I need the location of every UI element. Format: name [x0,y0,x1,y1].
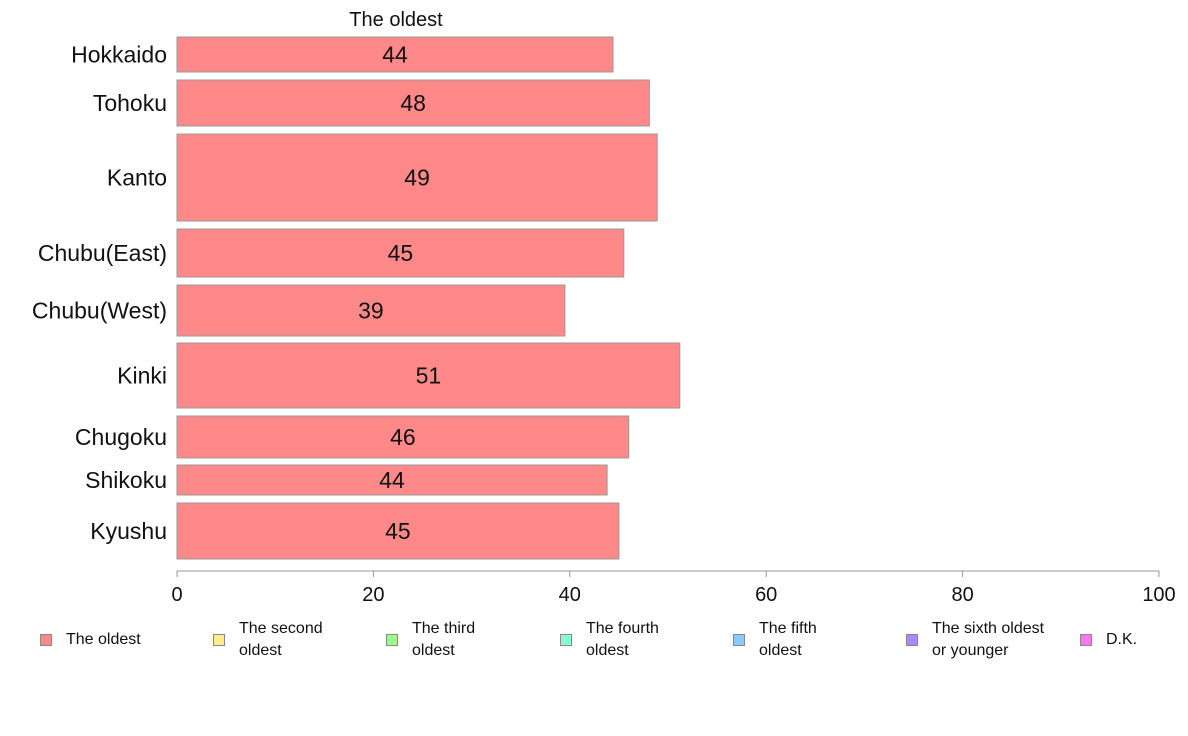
x-tick-label: 20 [362,584,384,606]
bar [176,36,614,73]
category-label: Shikoku [85,467,167,493]
legend-swatch [733,634,745,646]
category-label: Kinki [117,363,167,389]
legend-swatch [906,634,918,646]
bars-group: Hokkaido 44 Tohoku 48 Kanto 49 Chubu(East) 45 Ch… [32,36,681,560]
category-label: Chugoku [75,424,167,450]
legend-item: The second oldest [213,618,323,662]
data-label: 44 [379,467,405,493]
chart-title: The oldest [349,9,443,31]
bar [176,133,658,222]
legend-label: The fourth oldest [586,620,659,659]
data-label: 39 [358,298,384,324]
legend-label: The fifth oldest [759,620,817,659]
legend-swatch [213,634,225,646]
bar-chart: The oldest Hokkaido 44 Tohoku 48 Kanto 49 Chub… [32,9,1176,606]
data-label: 49 [404,165,430,191]
legend-item: The third oldest [386,618,475,662]
bar [176,79,650,127]
legend-item: The fifth oldest [733,618,817,662]
category-label: Chubu(East) [38,240,167,266]
legend-label: D.K. [1106,631,1138,648]
legend-swatch [386,634,398,646]
bar [176,228,625,278]
legend-swatch [560,634,572,646]
data-label: 51 [416,363,442,389]
x-axis: 0 20 40 60 80 100 [171,570,1176,606]
bar [176,464,608,496]
category-label: Hokkaido [71,42,167,68]
data-label: 46 [390,424,416,450]
legend-label: The second oldest [239,620,323,659]
data-label: 44 [382,42,408,68]
legend-swatch [1080,634,1092,646]
bar [176,342,681,409]
legend-item: The sixth oldest or younger [906,618,1044,662]
legend-label: The third oldest [412,620,476,659]
x-tick-label: 0 [171,584,182,606]
bar [176,502,620,560]
data-label: 45 [388,240,414,266]
data-label: 45 [385,518,411,544]
category-label: Kyushu [90,518,167,544]
data-label: 48 [400,90,426,116]
x-tick-label: 60 [755,584,777,606]
bar [176,415,630,459]
legend: The oldest The second oldest The third old… [0,618,1188,678]
x-tick-label: 80 [951,584,973,606]
x-tick-label: 40 [559,584,581,606]
x-tick-label: 100 [1142,584,1175,606]
category-label: Kanto [107,165,167,191]
legend-item: The fourth oldest [560,618,659,662]
legend-item: D.K. [1080,618,1137,651]
bar [176,284,566,337]
legend-swatch [40,634,52,646]
legend-label: The sixth oldest or younger [932,620,1045,659]
category-label: Tohoku [93,90,167,116]
legend-label: The oldest [66,631,141,648]
category-label: Chubu(West) [32,298,167,324]
legend-item: The oldest [40,618,141,651]
